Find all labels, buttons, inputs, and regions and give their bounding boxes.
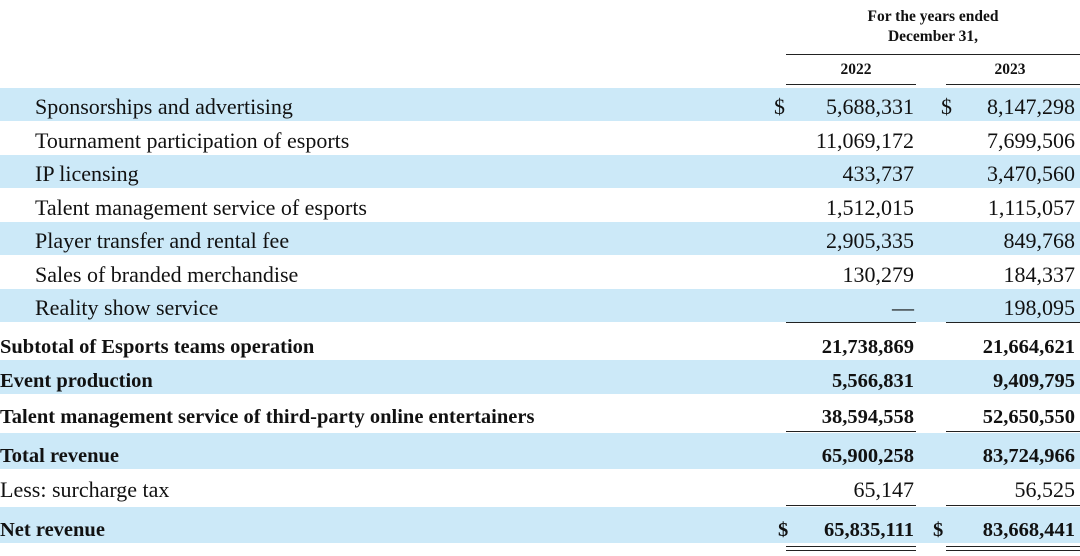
row-label: Reality show service (35, 295, 219, 320)
net-double-rule-2022 (786, 546, 916, 551)
value-2023: 83,724,966 (982, 444, 1075, 467)
value-2023: 7,699,506 (987, 128, 1075, 153)
value-2023: 21,664,621 (982, 335, 1075, 358)
row-label: Event production (0, 369, 153, 392)
period-header-line2: December 31, (887, 28, 979, 45)
table-row: Net revenue $65,835,111 $83,668,441 (0, 507, 1080, 543)
currency-symbol: $ (941, 94, 952, 119)
row-label: IP licensing (35, 161, 139, 186)
currency-symbol: $ (774, 94, 785, 119)
net-double-rule-2023 (946, 546, 1080, 551)
row-label: Player transfer and rental fee (35, 228, 290, 253)
value-2023: 849,768 (1003, 228, 1076, 253)
value-2023: 9,409,795 (993, 369, 1075, 392)
net-rule-2023 (946, 505, 1080, 506)
period-header-underline (786, 54, 1080, 55)
row-label: Sales of branded merchandise (35, 262, 299, 287)
value-2022: 21,738,869 (821, 335, 914, 358)
subtotal-rule-2022 (786, 322, 916, 323)
col-header-2023: 2023 (994, 61, 1026, 78)
value-2022: 65,900,258 (821, 444, 914, 467)
value-2023: 198,095 (1003, 295, 1076, 320)
table-row: Event production 5,566,831 9,409,795 (0, 360, 1080, 394)
total-rule-2023 (946, 431, 1080, 432)
table-row: Subtotal of Esports teams operation 21,7… (0, 325, 1080, 360)
value-2023: 52,650,550 (982, 405, 1075, 428)
row-label: Tournament participation of esports (35, 128, 350, 153)
table-row: Talent management service of third-party… (0, 394, 1080, 430)
value-2022: 65,147 (853, 477, 915, 502)
value-2023: $8,147,298 (941, 94, 1075, 119)
table-row: Sales of branded merchandise 130,279 184… (0, 255, 1080, 289)
period-header-line1: For the years ended (867, 8, 999, 25)
value-2022: 11,069,172 (815, 128, 914, 153)
value-2022: 38,594,558 (821, 405, 914, 428)
table-row: Total revenue 65,900,258 83,724,966 (0, 433, 1080, 469)
row-label: Net revenue (0, 518, 105, 541)
value-2022: 1,512,015 (826, 195, 914, 220)
value-2022: 433,737 (842, 161, 915, 186)
value-2023: 56,525 (1014, 477, 1076, 502)
value-2023: 1,115,057 (987, 195, 1075, 220)
value-2022: 130,279 (842, 262, 915, 287)
value-2022: $65,835,111 (778, 518, 914, 541)
row-label: Talent management service of esports (35, 195, 367, 220)
value-2023: 3,470,560 (987, 161, 1075, 186)
subtotal-rule-2023 (946, 322, 1080, 323)
value-2022: 5,566,831 (832, 369, 914, 392)
row-label: Total revenue (0, 444, 120, 467)
table-row: Talent management service of esports 1,5… (0, 188, 1080, 222)
table-row: Less: surcharge tax 65,147 56,525 (0, 469, 1080, 504)
table-row: Tournament participation of esports 11,0… (0, 121, 1080, 155)
value-2022: — (892, 295, 914, 320)
total-rule-2022 (786, 431, 916, 432)
value-2023: $83,668,441 (933, 518, 1075, 541)
table-row: Reality show service — 198,095 (0, 289, 1080, 322)
col-underline-2022 (786, 84, 916, 85)
row-label: Less: surcharge tax (0, 477, 170, 502)
table-row: Player transfer and rental fee 2,905,335… (0, 222, 1080, 255)
currency-symbol: $ (933, 518, 944, 541)
table-row: IP licensing 433,737 3,470,560 (0, 155, 1080, 188)
value-2023: 184,337 (1003, 262, 1076, 287)
row-label: Talent management service of third-party… (0, 405, 535, 428)
col-header-2022: 2022 (840, 61, 872, 78)
row-label: Subtotal of Esports teams operation (0, 335, 315, 358)
currency-symbol: $ (778, 518, 789, 541)
value-2022: $5,688,331 (774, 94, 914, 119)
col-underline-2023 (946, 84, 1080, 85)
value-2022: 2,905,335 (826, 228, 914, 253)
table-row: Sponsorships and advertising $5,688,331 … (0, 88, 1080, 121)
net-rule-2022 (786, 505, 916, 506)
row-label: Sponsorships and advertising (35, 94, 293, 119)
